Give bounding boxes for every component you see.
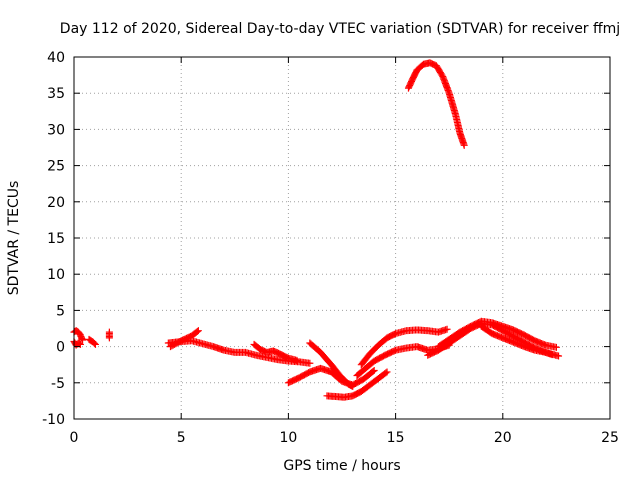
x-tick-label: 5 xyxy=(177,430,186,446)
y-tick-label: 15 xyxy=(47,231,65,247)
series-arc-main-1 xyxy=(164,337,314,367)
y-tick-label: -5 xyxy=(51,376,65,392)
data-point xyxy=(460,141,468,149)
data-points xyxy=(70,59,563,401)
data-point xyxy=(552,343,560,351)
y-tick-label: 25 xyxy=(47,159,65,175)
data-point xyxy=(90,339,98,347)
x-axis-label: GPS time / hours xyxy=(283,458,400,474)
data-point xyxy=(75,340,83,348)
data-point xyxy=(193,328,201,336)
series-arc-high xyxy=(404,59,468,149)
chart-title: Day 112 of 2020, Sidereal Day-to-day VTE… xyxy=(60,21,620,37)
data-point xyxy=(370,366,378,374)
series-arc-late-2 xyxy=(434,317,560,351)
series-arc-dip-e xyxy=(357,325,451,369)
tick-labels: 0 5 10 15 20 25 -10 -5 0 5 10 15 20 25 30 35 40 xyxy=(42,50,619,446)
y-tick-label: 0 xyxy=(56,340,65,356)
series-arc-early-a xyxy=(70,327,87,344)
data-point xyxy=(383,368,391,376)
x-tick-label: 0 xyxy=(70,430,79,446)
y-tick-label: 10 xyxy=(47,267,65,283)
y-tick-label: 35 xyxy=(47,86,65,102)
data-point xyxy=(293,356,301,364)
series-arc-late-3 xyxy=(477,322,563,360)
y-tick-label: 40 xyxy=(47,50,65,66)
data-point xyxy=(105,334,113,342)
series-arc-early-d xyxy=(105,328,113,342)
series-arc-dip-c xyxy=(323,368,391,401)
data-point xyxy=(369,367,377,375)
data-point xyxy=(91,340,99,348)
grid-lines xyxy=(74,57,610,419)
data-point xyxy=(194,327,202,335)
series-arc-dip-a xyxy=(284,364,378,389)
y-tick-label: 20 xyxy=(47,195,65,211)
y-tick-label: 5 xyxy=(56,303,65,319)
y-tick-label: 30 xyxy=(47,122,65,138)
x-tick-label: 20 xyxy=(494,430,512,446)
data-point xyxy=(79,336,87,344)
x-tick-label: 25 xyxy=(601,430,619,446)
series-arc-dip-b xyxy=(306,339,357,390)
data-point xyxy=(443,325,451,333)
x-tick-label: 10 xyxy=(279,430,297,446)
x-tick-label: 15 xyxy=(387,430,405,446)
y-axis-label: SDTVAR / TECUs xyxy=(6,181,22,296)
data-point xyxy=(76,340,84,348)
axis-ticks xyxy=(73,56,611,420)
series-arc-early-c xyxy=(85,335,99,348)
series-arc-main-2 xyxy=(166,327,202,351)
data-point xyxy=(349,382,357,390)
data-point xyxy=(555,352,563,360)
y-tick-label: -10 xyxy=(42,412,65,428)
data-point xyxy=(382,369,390,377)
series-arc-main-3 xyxy=(250,340,301,364)
data-point xyxy=(306,359,314,367)
